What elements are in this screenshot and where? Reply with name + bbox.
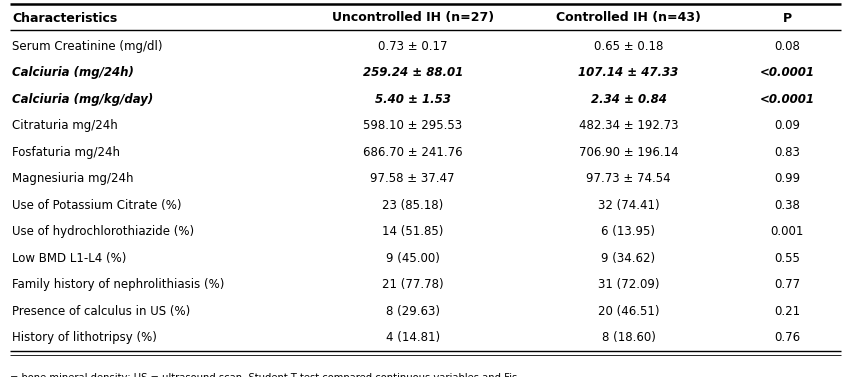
- Text: 21 (77.78): 21 (77.78): [382, 278, 443, 291]
- Text: P: P: [783, 12, 791, 25]
- Text: Characteristics: Characteristics: [12, 12, 117, 25]
- Text: Fosfaturia mg/24h: Fosfaturia mg/24h: [12, 146, 120, 159]
- Text: 0.09: 0.09: [774, 119, 800, 132]
- Text: 8 (18.60): 8 (18.60): [602, 331, 655, 344]
- Text: Serum Creatinine (mg/dl): Serum Creatinine (mg/dl): [12, 40, 163, 53]
- Text: 0.08: 0.08: [774, 40, 800, 53]
- Text: Calciuria (mg/kg/day): Calciuria (mg/kg/day): [12, 93, 153, 106]
- Text: 598.10 ± 295.53: 598.10 ± 295.53: [363, 119, 462, 132]
- Text: 259.24 ± 88.01: 259.24 ± 88.01: [363, 66, 463, 79]
- Text: 686.70 ± 241.76: 686.70 ± 241.76: [363, 146, 463, 159]
- Text: 482.34 ± 192.73: 482.34 ± 192.73: [579, 119, 678, 132]
- Text: 31 (72.09): 31 (72.09): [597, 278, 660, 291]
- Text: Use of hydrochlorothiazide (%): Use of hydrochlorothiazide (%): [12, 225, 194, 238]
- Text: 0.73 ± 0.17: 0.73 ± 0.17: [378, 40, 448, 53]
- Text: Presence of calculus in US (%): Presence of calculus in US (%): [12, 305, 191, 318]
- Text: History of lithotripsy (%): History of lithotripsy (%): [12, 331, 157, 344]
- Text: 4 (14.81): 4 (14.81): [386, 331, 440, 344]
- Text: 14 (51.85): 14 (51.85): [382, 225, 443, 238]
- Text: 0.99: 0.99: [774, 172, 800, 185]
- Text: 8 (29.63): 8 (29.63): [386, 305, 440, 318]
- Text: Uncontrolled IH (n=27): Uncontrolled IH (n=27): [332, 12, 494, 25]
- Text: 0.65 ± 0.18: 0.65 ± 0.18: [594, 40, 663, 53]
- Text: 6 (13.95): 6 (13.95): [602, 225, 655, 238]
- Text: <0.0001: <0.0001: [760, 93, 814, 106]
- Text: 107.14 ± 47.33: 107.14 ± 47.33: [579, 66, 678, 79]
- Text: 2.34 ± 0.84: 2.34 ± 0.84: [591, 93, 666, 106]
- Text: 0.83: 0.83: [774, 146, 800, 159]
- Text: Citraturia mg/24h: Citraturia mg/24h: [12, 119, 118, 132]
- Text: 706.90 ± 196.14: 706.90 ± 196.14: [579, 146, 678, 159]
- Text: Family history of nephrolithiasis (%): Family history of nephrolithiasis (%): [12, 278, 225, 291]
- Text: 32 (74.41): 32 (74.41): [597, 199, 660, 212]
- Text: 0.77: 0.77: [774, 278, 800, 291]
- Text: 9 (34.62): 9 (34.62): [602, 252, 655, 265]
- Text: <0.0001: <0.0001: [760, 66, 814, 79]
- Text: = bone mineral density; US = ultrasound scan. Student T test compared continuous: = bone mineral density; US = ultrasound …: [10, 373, 517, 377]
- Text: Use of Potassium Citrate (%): Use of Potassium Citrate (%): [12, 199, 182, 212]
- Text: 0.55: 0.55: [774, 252, 800, 265]
- Text: Low BMD L1-L4 (%): Low BMD L1-L4 (%): [12, 252, 127, 265]
- Text: 0.001: 0.001: [770, 225, 804, 238]
- Text: 0.21: 0.21: [774, 305, 800, 318]
- Text: 0.38: 0.38: [774, 199, 800, 212]
- Text: 23 (85.18): 23 (85.18): [382, 199, 443, 212]
- Text: 0.76: 0.76: [774, 331, 800, 344]
- Text: Controlled IH (n=43): Controlled IH (n=43): [556, 12, 701, 25]
- Text: 97.73 ± 74.54: 97.73 ± 74.54: [586, 172, 671, 185]
- Text: 9 (45.00): 9 (45.00): [386, 252, 440, 265]
- Text: Magnesiuria mg/24h: Magnesiuria mg/24h: [12, 172, 134, 185]
- Text: 5.40 ± 1.53: 5.40 ± 1.53: [374, 93, 451, 106]
- Text: 20 (46.51): 20 (46.51): [597, 305, 660, 318]
- Text: Calciuria (mg/24h): Calciuria (mg/24h): [12, 66, 134, 79]
- Text: 97.58 ± 37.47: 97.58 ± 37.47: [370, 172, 455, 185]
